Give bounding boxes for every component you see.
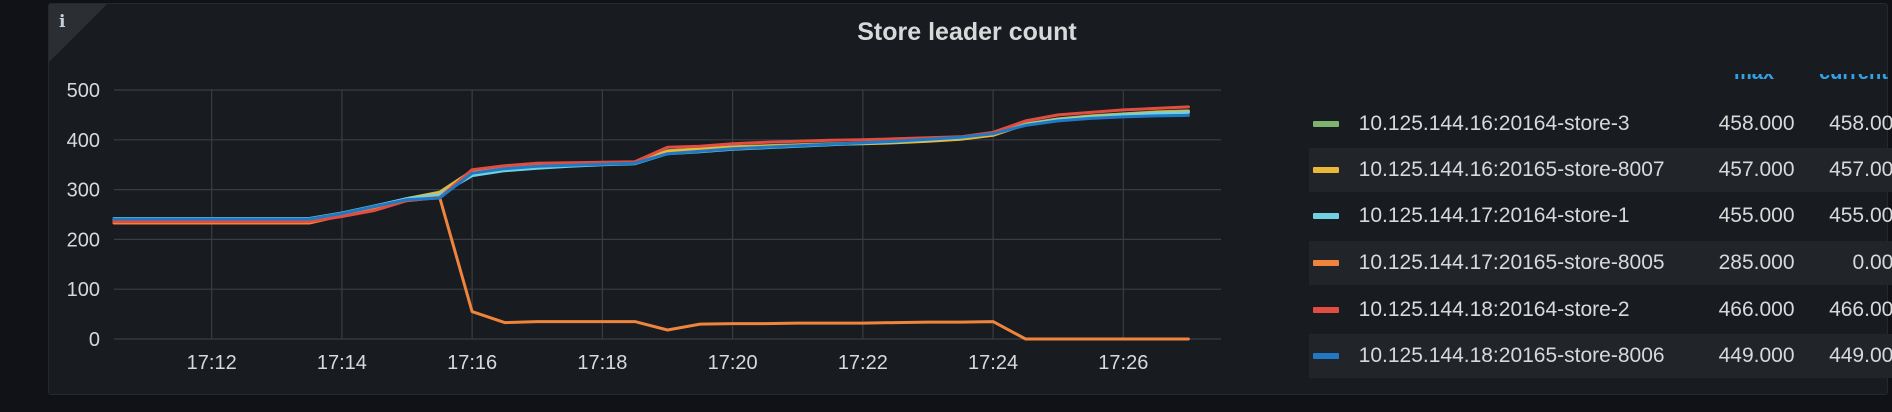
series-line[interactable] (112, 105, 1190, 223)
x-tick-label: 17:14 (317, 352, 367, 374)
x-tick-label: 17:18 (577, 352, 627, 374)
legend-item[interactable]: 10.125.144.17:20164-store-1 455.000 455.00… (1309, 194, 1892, 238)
legend-item-name[interactable]: 10.125.144.18:20165-store-8006 (1358, 344, 1665, 367)
legend-item-current: 0.000 (1852, 251, 1892, 274)
legend-item[interactable]: 10.125.144.16:20165-store-8007 457.000 457… (1309, 148, 1892, 192)
legend-item[interactable]: 10.125.144.18:20165-store-8006 449.000 449… (1309, 334, 1892, 378)
legend-swatch-icon[interactable] (1313, 121, 1339, 127)
legend-swatch-icon[interactable] (1313, 353, 1339, 359)
series-line[interactable] (112, 109, 1190, 222)
x-tick-label: 17:12 (187, 352, 237, 374)
legend-item-current: 457.000 (1829, 158, 1892, 181)
legend-item-max: 466.000 (1718, 298, 1795, 321)
panel: i Store leader count 0 100 200 300 400 500 17:… (48, 3, 1892, 396)
legend-header-current[interactable]: current (1819, 74, 1888, 85)
legend-swatch-icon[interactable] (1313, 167, 1339, 173)
legend-header-max[interactable]: max (1734, 74, 1774, 85)
legend-swatch-icon[interactable] (1313, 307, 1339, 313)
info-corner[interactable] (49, 4, 107, 62)
legend-item-current: 458.000 (1829, 112, 1892, 135)
x-tick-label: 17:16 (447, 352, 497, 374)
legend-swatch-icon[interactable] (1313, 213, 1339, 219)
legend-item-current: 455.000 (1829, 204, 1892, 227)
y-tick-label: 500 (67, 80, 100, 102)
legend-item-current: 449.000 (1829, 344, 1892, 367)
y-tick-label: 200 (67, 229, 100, 251)
y-tick-label: 100 (67, 279, 100, 301)
series-line[interactable] (112, 110, 1190, 220)
legend-swatch-icon[interactable] (1313, 260, 1339, 266)
legend-item[interactable]: 10.125.144.17:20165-store-8005 285.000 0.0… (1309, 241, 1892, 285)
y-tick-label: 300 (67, 180, 100, 202)
series-line[interactable] (112, 113, 1190, 221)
legend-item-name[interactable]: 10.125.144.17:20165-store-8005 (1358, 251, 1665, 274)
legend-item-max: 449.000 (1718, 344, 1795, 367)
y-tick-label: 400 (67, 130, 100, 152)
series-line[interactable] (112, 109, 1190, 222)
legend-item-current: 466.000 (1829, 298, 1892, 321)
legend-item-max: 455.000 (1718, 204, 1795, 227)
x-tick-label: 17:22 (838, 352, 888, 374)
info-icon[interactable]: i (59, 12, 66, 32)
legend-item-name[interactable]: 10.125.144.16:20164-store-3 (1358, 112, 1630, 135)
legend-item-name[interactable]: 10.125.144.18:20164-store-2 (1358, 298, 1630, 321)
x-tick-label: 17:20 (708, 352, 758, 374)
legend-item-max: 285.000 (1718, 251, 1795, 274)
page-bottom (0, 395, 1892, 412)
legend-item-max: 458.000 (1718, 112, 1795, 135)
legend-item-name[interactable]: 10.125.144.16:20165-store-8007 (1358, 158, 1665, 181)
panel-title[interactable]: Store leader count (857, 18, 1077, 46)
legend-item[interactable]: 10.125.144.18:20164-store-2 466.000 466.00… (1309, 288, 1892, 332)
line-chart[interactable]: 0 100 200 300 400 500 17:12 17:14 17:16 17:18 17:2… (49, 4, 1289, 396)
legend-header: max current (1301, 74, 1892, 98)
x-tick-label: 17:24 (968, 352, 1018, 374)
legend-item-name[interactable]: 10.125.144.17:20164-store-1 (1358, 204, 1630, 227)
legend-item[interactable]: 10.125.144.16:20164-store-3 458.000 458.00… (1309, 102, 1892, 146)
legend-item-max: 457.000 (1718, 158, 1795, 181)
x-tick-label: 17:26 (1098, 352, 1148, 374)
y-tick-label: 0 (89, 329, 100, 351)
